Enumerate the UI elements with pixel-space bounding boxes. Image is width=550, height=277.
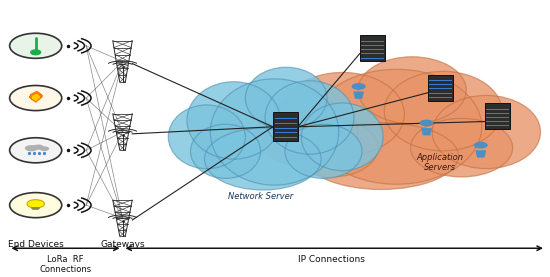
Text: LoRa  RF
Connections: LoRa RF Connections: [40, 255, 92, 274]
Circle shape: [31, 50, 41, 55]
Ellipse shape: [358, 57, 466, 124]
Text: IP Connections: IP Connections: [298, 255, 365, 264]
Circle shape: [9, 33, 62, 58]
Ellipse shape: [265, 81, 354, 154]
Ellipse shape: [187, 82, 280, 159]
Ellipse shape: [410, 118, 513, 177]
Polygon shape: [475, 150, 486, 158]
Text: Application
Servers: Application Servers: [416, 153, 464, 172]
Circle shape: [474, 142, 488, 148]
Ellipse shape: [280, 73, 404, 156]
Polygon shape: [29, 91, 42, 102]
Ellipse shape: [285, 118, 378, 177]
Ellipse shape: [304, 123, 459, 189]
Ellipse shape: [301, 103, 383, 171]
Ellipse shape: [210, 79, 339, 185]
FancyBboxPatch shape: [273, 112, 298, 141]
Circle shape: [33, 145, 44, 150]
Circle shape: [420, 120, 433, 126]
Polygon shape: [353, 91, 364, 99]
FancyBboxPatch shape: [485, 103, 509, 129]
Polygon shape: [421, 128, 432, 135]
Ellipse shape: [256, 98, 358, 166]
FancyBboxPatch shape: [427, 75, 453, 101]
Text: Gateways: Gateways: [100, 240, 145, 249]
Ellipse shape: [168, 105, 245, 169]
Circle shape: [25, 145, 38, 151]
Ellipse shape: [190, 124, 261, 178]
Ellipse shape: [311, 69, 482, 184]
Circle shape: [9, 138, 62, 163]
Ellipse shape: [384, 71, 502, 151]
Text: End Devices: End Devices: [8, 240, 64, 249]
Circle shape: [27, 200, 45, 208]
Ellipse shape: [432, 96, 541, 169]
FancyBboxPatch shape: [360, 35, 384, 61]
Circle shape: [40, 146, 49, 151]
Circle shape: [9, 193, 62, 218]
Text: Network Server: Network Server: [228, 192, 294, 201]
Ellipse shape: [285, 124, 362, 178]
Ellipse shape: [245, 67, 327, 129]
Ellipse shape: [205, 128, 321, 190]
Circle shape: [9, 86, 62, 111]
Polygon shape: [32, 94, 39, 100]
Circle shape: [351, 83, 366, 90]
